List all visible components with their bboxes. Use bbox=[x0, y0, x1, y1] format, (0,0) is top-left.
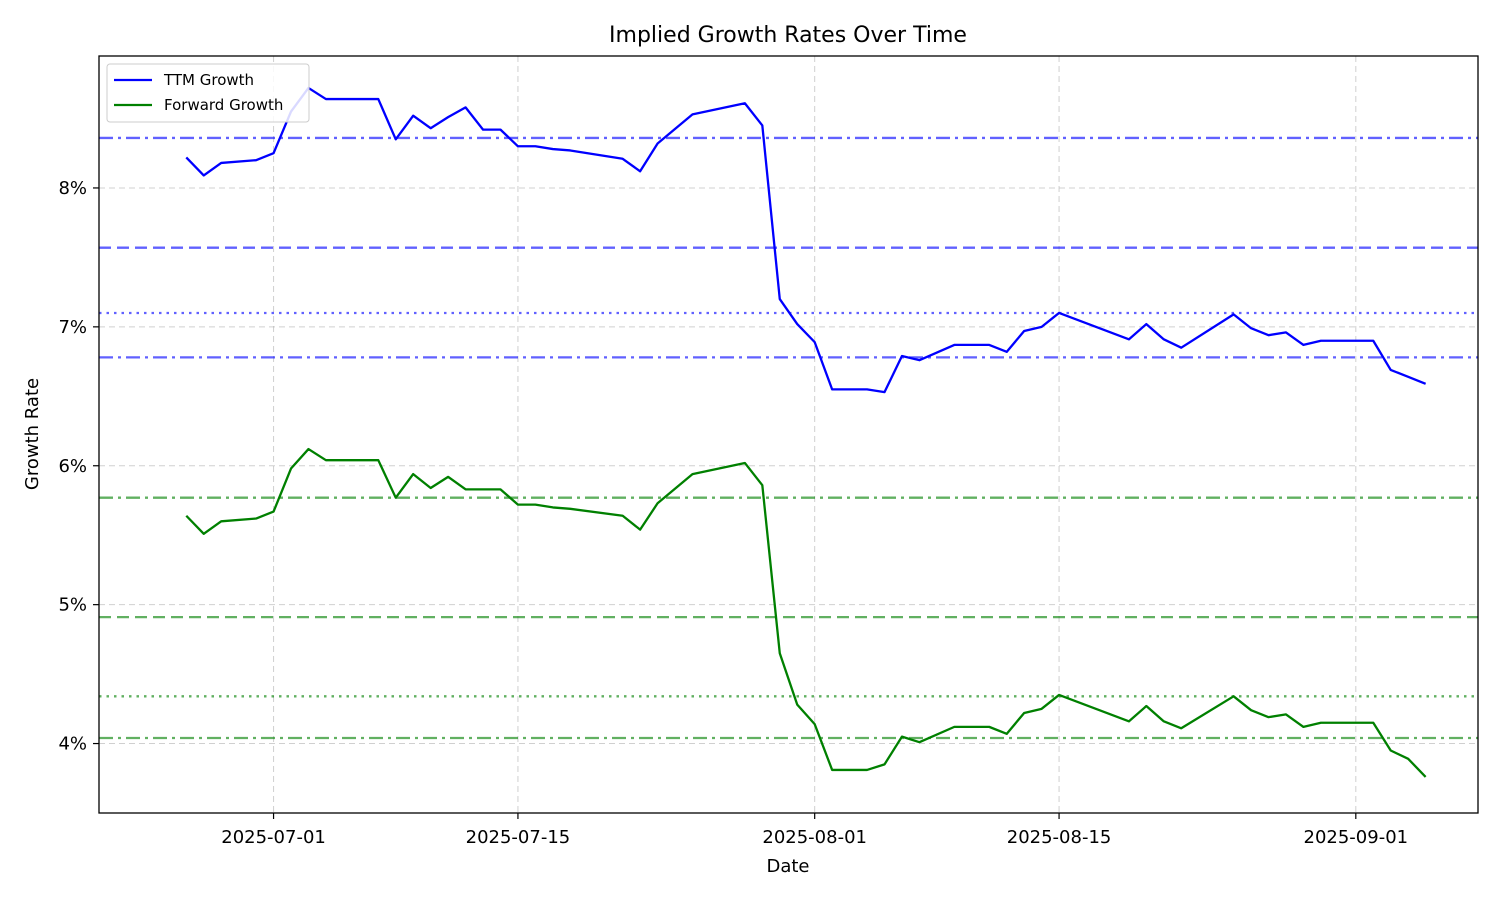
legend: TTM Growth Forward Growth bbox=[106, 63, 310, 123]
x-axis-title: Date bbox=[766, 856, 809, 877]
y-axis-ticks: 4% 5% 6% 7% 8% bbox=[58, 178, 99, 755]
x-tick-label: 2025-09-01 bbox=[1304, 827, 1409, 848]
x-tick-label: 2025-08-01 bbox=[762, 827, 867, 848]
y-tick-label: 4% bbox=[58, 734, 87, 755]
plot-frame bbox=[98, 55, 1479, 814]
reference-lines bbox=[99, 136, 1478, 740]
legend-box bbox=[106, 63, 310, 123]
y-tick-label: 7% bbox=[58, 317, 87, 338]
series-lines bbox=[185, 86, 1427, 778]
y-axis-title: Growth Rate bbox=[22, 378, 43, 490]
y-tick-label: 6% bbox=[58, 456, 87, 477]
y-tick-label: 8% bbox=[58, 178, 87, 199]
series-line-ttm-growth bbox=[185, 86, 1427, 394]
x-tick-label: 2025-07-01 bbox=[221, 827, 326, 848]
x-tick-label: 2025-08-15 bbox=[1007, 827, 1112, 848]
grid-lines bbox=[99, 56, 1478, 813]
y-tick-label: 5% bbox=[58, 595, 87, 616]
series-line-forward-growth bbox=[185, 447, 1427, 778]
legend-label-ttm-growth: TTM Growth bbox=[163, 71, 254, 89]
chart-title: Implied Growth Rates Over Time bbox=[609, 23, 967, 48]
x-tick-label: 2025-07-15 bbox=[466, 827, 571, 848]
x-axis-ticks: 2025-07-01 2025-07-15 2025-08-01 2025-08-15… bbox=[221, 813, 1408, 848]
legend-label-forward-growth: Forward Growth bbox=[164, 96, 283, 114]
